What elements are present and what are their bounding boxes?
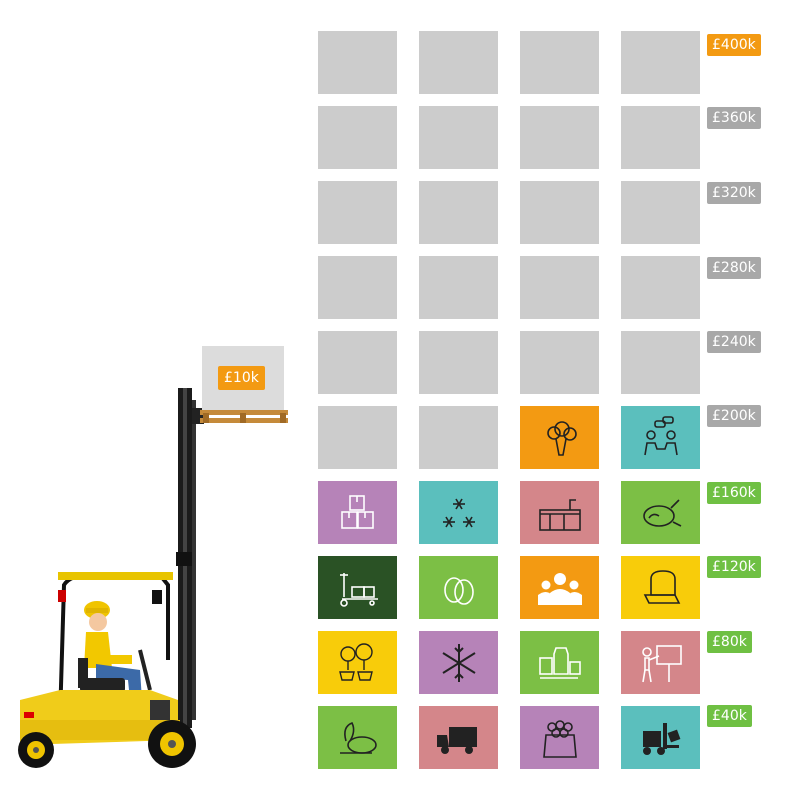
tile-presentation <box>621 631 700 694</box>
empty-tile <box>621 106 700 169</box>
broccoli-icon <box>546 420 577 456</box>
bread-icon <box>643 569 680 604</box>
scale-label: £120k <box>707 556 761 578</box>
presentation-icon <box>641 644 682 682</box>
empty-tile <box>520 331 599 394</box>
vegetables-icon <box>339 721 377 754</box>
potato-sack-icon <box>542 719 577 758</box>
tile-snowflakes <box>419 481 498 544</box>
empty-tile <box>419 181 498 244</box>
snowflakes-icon <box>442 498 475 527</box>
scale-label: £240k <box>707 331 761 353</box>
tile-people <box>520 556 599 619</box>
crate-value-label: £10k <box>218 366 265 390</box>
empty-tile <box>621 31 700 94</box>
empty-tile <box>318 181 397 244</box>
empty-tile <box>520 31 599 94</box>
tile-potato-sack <box>520 706 599 769</box>
scale-label: £400k <box>707 34 761 56</box>
tile-dairy <box>520 631 599 694</box>
scale-label: £40k <box>707 705 752 727</box>
tile-roast-chicken <box>621 481 700 544</box>
tile-pallet-truck <box>318 556 397 619</box>
eggs-icon <box>443 576 474 605</box>
pallet-truck-icon <box>339 572 378 607</box>
scale-label: £200k <box>707 405 761 427</box>
fruit-tree-icon <box>338 642 373 681</box>
tile-boxes <box>318 481 397 544</box>
dairy-icon <box>538 646 581 679</box>
snowflake-icon <box>441 643 476 682</box>
tile-vegetables <box>318 706 397 769</box>
empty-tile <box>318 106 397 169</box>
empty-tile <box>318 331 397 394</box>
tile-fruit-tree <box>318 631 397 694</box>
scale-label: £360k <box>707 107 761 129</box>
tile-kitchen <box>520 481 599 544</box>
people-icon <box>537 572 582 605</box>
tile-snowflake <box>419 631 498 694</box>
empty-tile <box>621 331 700 394</box>
empty-tile <box>520 256 599 319</box>
empty-tile <box>419 256 498 319</box>
empty-tile <box>520 181 599 244</box>
boxes-icon <box>340 494 374 529</box>
empty-tile <box>419 106 498 169</box>
meeting-icon <box>643 415 678 455</box>
delivery-truck-icon <box>436 726 477 754</box>
scale-label: £160k <box>707 482 761 504</box>
pallet <box>200 410 288 423</box>
scale-label: £80k <box>707 631 752 653</box>
roast-chicken-icon <box>642 498 681 527</box>
empty-tile <box>520 106 599 169</box>
scale-label: £280k <box>707 257 761 279</box>
empty-tile <box>318 406 397 469</box>
forklift-illustration <box>18 346 288 768</box>
tile-forklift <box>621 706 700 769</box>
empty-tile <box>318 31 397 94</box>
empty-tile <box>621 181 700 244</box>
empty-tile <box>419 31 498 94</box>
empty-tile <box>621 256 700 319</box>
empty-tile <box>419 406 498 469</box>
wheel-rear <box>18 732 54 768</box>
forklift-icon <box>642 722 680 755</box>
tile-meeting <box>621 406 700 469</box>
kitchen-icon <box>538 498 581 531</box>
tile-eggs <box>419 556 498 619</box>
tile-broccoli <box>520 406 599 469</box>
empty-tile <box>318 256 397 319</box>
wheel-front <box>148 720 196 768</box>
tile-bread <box>621 556 700 619</box>
empty-tile <box>419 331 498 394</box>
tile-delivery-truck <box>419 706 498 769</box>
scale-label: £320k <box>707 182 761 204</box>
